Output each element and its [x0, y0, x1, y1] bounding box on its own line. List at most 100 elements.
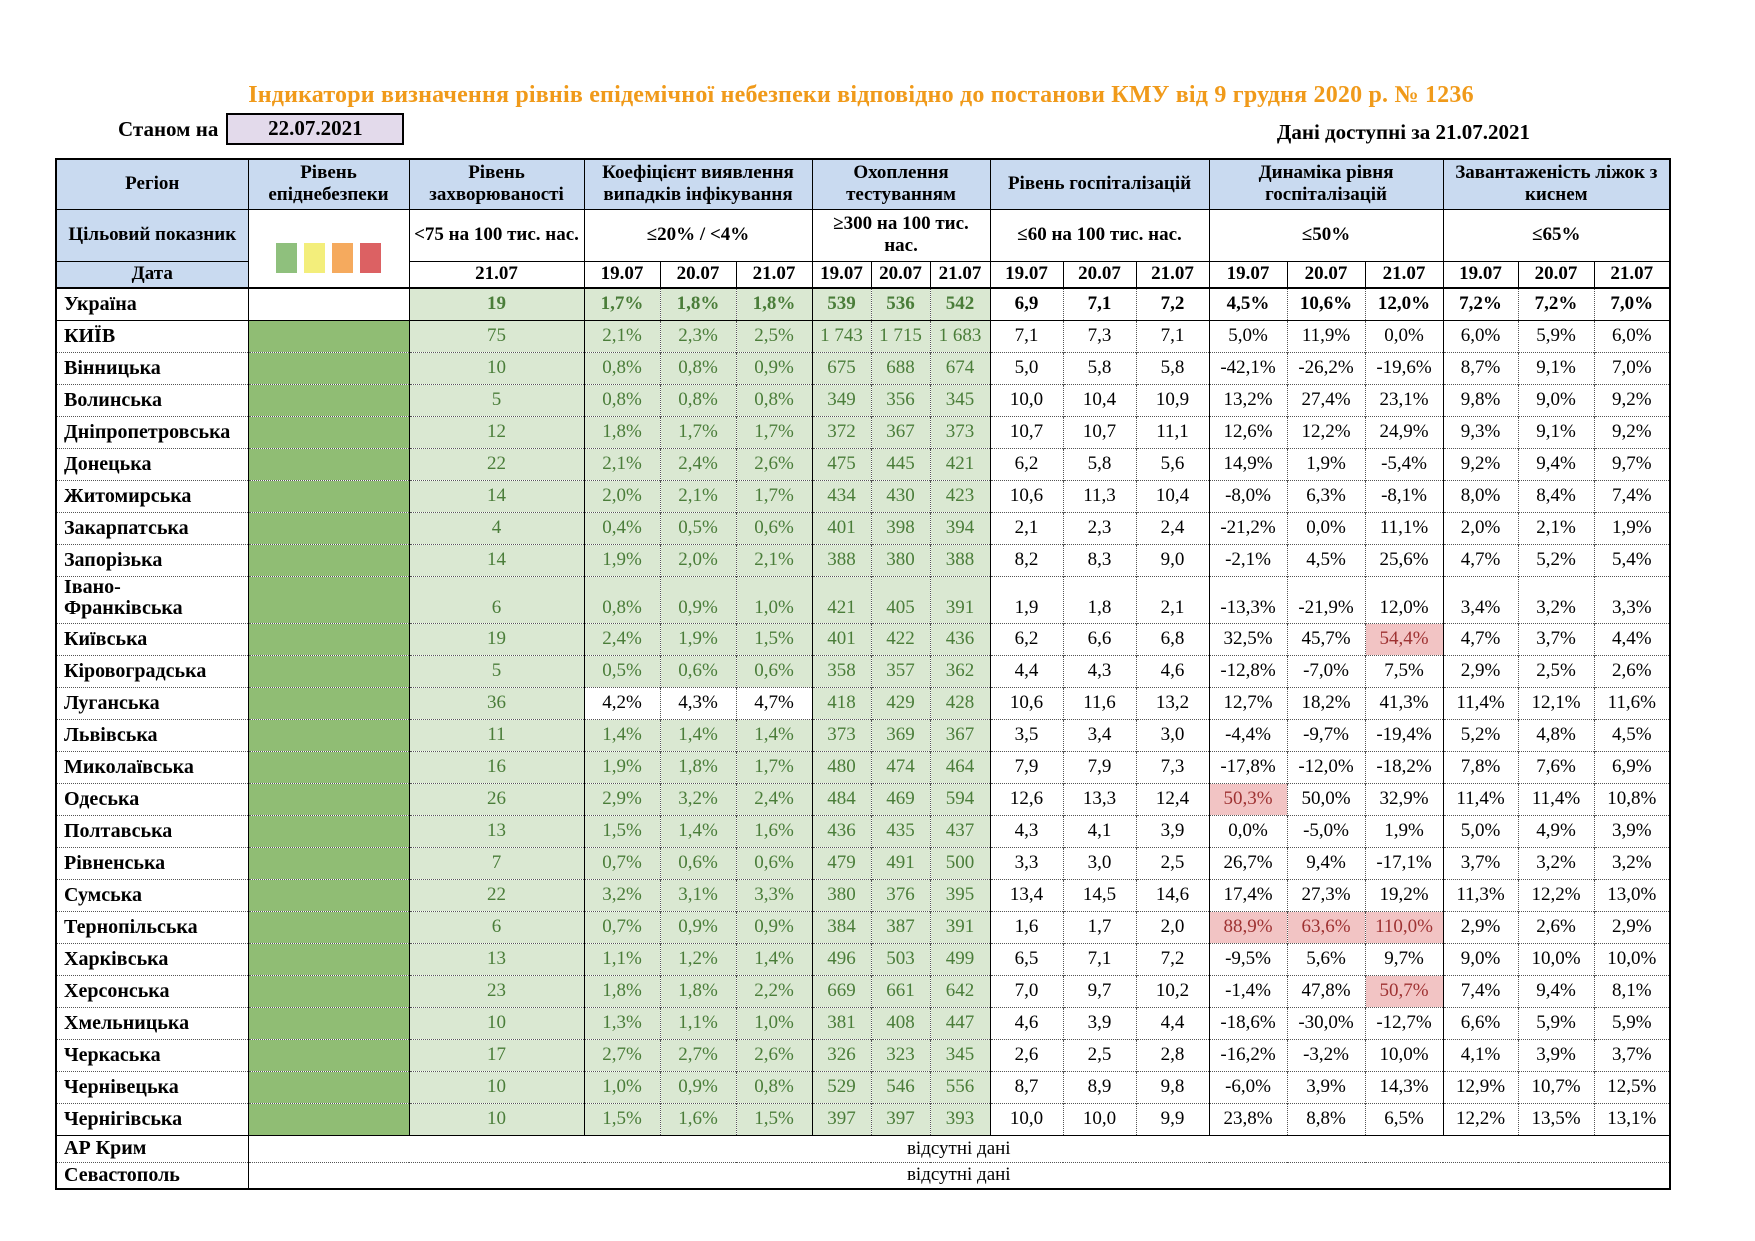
epidemic-level-cell: [247, 942, 409, 975]
hospitalization-dynamics-cell: -12,0%: [1286, 750, 1366, 783]
testing-coverage-cell: 496: [811, 942, 872, 975]
hospitalization-dynamics-cell: 18,2%: [1286, 686, 1366, 719]
detection-coef-cell: 0,8%: [659, 351, 736, 384]
oxygen-beds-cell: 4,1%: [1442, 1038, 1519, 1071]
hospitalization-dynamics-cell: 54,4%: [1364, 622, 1444, 655]
hospitalization-dynamics-cell: 11,9%: [1286, 319, 1366, 352]
detection-coef-cell: 4,2%: [583, 686, 660, 719]
hospitalization-dynamics-cell: -7,0%: [1286, 654, 1366, 687]
oxygen-beds-cell: 12,9%: [1442, 1070, 1519, 1103]
region-cell: Волинська: [55, 383, 248, 416]
hospitalization-dynamics-cell: -5,4%: [1364, 447, 1444, 480]
detection-coef-cell: 3,2%: [583, 878, 660, 911]
table-row: Севастополь відсутні дані: [55, 1161, 1671, 1189]
hospitalization-level-cell: 8,7: [989, 1070, 1064, 1103]
oxygen-beds-cell: 11,4%: [1517, 782, 1595, 815]
detection-coef-cell: 2,3%: [659, 319, 736, 352]
testing-coverage-cell: 447: [929, 1006, 991, 1039]
detection-coef-cell: 1,4%: [659, 814, 736, 847]
hospitalization-dynamics-cell: 88,9%: [1208, 910, 1288, 943]
oxygen-beds-cell: 9,3%: [1442, 415, 1519, 448]
hospitalization-level-cell: 3,0: [1135, 718, 1210, 751]
table-row: Волинська 5 0,8% 0,8% 0,8% 349 356 345 10,0 10,4 1…: [55, 383, 1671, 416]
testing-coverage-cell: 669: [811, 974, 872, 1007]
oxygen-beds-cell: 2,6%: [1517, 910, 1595, 943]
detection-coef-cell: 2,1%: [583, 447, 660, 480]
detection-coef-cell: 1,8%: [659, 974, 736, 1007]
detection-coef-cell: 1,6%: [735, 814, 813, 847]
table-row: Чернівецька 10 1,0% 0,9% 0,8% 529 546 556 8,7 8,9…: [55, 1070, 1671, 1103]
testing-coverage-cell: 474: [870, 750, 931, 783]
hospitalization-level-cell: 2,5: [1062, 1038, 1137, 1071]
morbidity-cell: 4: [408, 511, 584, 544]
testing-coverage-cell: 491: [870, 846, 931, 879]
oxygen-beds-cell: 11,6%: [1593, 686, 1671, 719]
date-row-label: Дата: [55, 260, 249, 289]
epidemic-level-cell: [247, 1102, 409, 1135]
detection-coef-cell: 2,4%: [583, 622, 660, 655]
morbidity-cell: 6: [408, 910, 584, 943]
testing-coverage-cell: 503: [870, 942, 931, 975]
hospitalization-dynamics-cell: -13,3%: [1208, 575, 1288, 623]
morbidity-cell: 14: [408, 479, 584, 512]
testing-coverage-cell: 688: [870, 351, 931, 384]
detection-coef-cell: 1,1%: [659, 1006, 736, 1039]
testing-coverage-cell: 387: [870, 910, 931, 943]
hospitalization-dynamics-cell: 25,6%: [1364, 543, 1444, 576]
testing-coverage-cell: 384: [811, 910, 872, 943]
morbidity-cell: 19: [408, 622, 584, 655]
col-header-epid-level: Рівень епіднебезпеки: [247, 158, 410, 210]
region-cell: Полтавська: [55, 814, 248, 847]
date-cell: 19.07: [1442, 260, 1519, 289]
oxygen-beds-cell: 1,9%: [1593, 511, 1671, 544]
morbidity-cell: 26: [408, 782, 584, 815]
hospitalization-level-cell: 5,8: [1135, 351, 1210, 384]
hospitalization-level-cell: 6,2: [989, 622, 1064, 655]
testing-coverage-cell: 546: [870, 1070, 931, 1103]
region-cell: АР Крим: [55, 1134, 248, 1162]
hospitalization-level-cell: 2,1: [1135, 575, 1210, 623]
oxygen-beds-cell: 8,0%: [1442, 479, 1519, 512]
morbidity-cell: 10: [408, 1006, 584, 1039]
oxygen-beds-cell: 5,4%: [1593, 543, 1671, 576]
morbidity-cell: 13: [408, 942, 584, 975]
epidemic-level-cell: [247, 287, 409, 320]
testing-coverage-cell: 395: [929, 878, 991, 911]
testing-coverage-cell: 373: [811, 718, 872, 751]
hospitalization-dynamics-cell: 13,2%: [1208, 383, 1288, 416]
hospitalization-level-cell: 6,9: [989, 287, 1064, 320]
hospitalization-dynamics-cell: 10,0%: [1364, 1038, 1444, 1071]
oxygen-beds-cell: 6,0%: [1442, 319, 1519, 352]
detection-coef-cell: 1,0%: [735, 575, 813, 623]
region-cell: Івано- Франківська: [55, 575, 248, 623]
hospitalization-dynamics-cell: -1,4%: [1208, 974, 1288, 1007]
detection-coef-cell: 2,9%: [583, 782, 660, 815]
testing-coverage-cell: 405: [870, 575, 931, 623]
testing-coverage-cell: 675: [811, 351, 872, 384]
hospitalization-level-cell: 10,6: [989, 479, 1064, 512]
hospitalization-level-cell: 10,4: [1135, 479, 1210, 512]
detection-coef-cell: 1,8%: [735, 287, 813, 320]
detection-coef-cell: 1,0%: [735, 1006, 813, 1039]
hospitalization-level-cell: 12,6: [989, 782, 1064, 815]
epidemic-level-cell: [247, 974, 409, 1007]
hospitalization-dynamics-cell: -17,8%: [1208, 750, 1288, 783]
hospitalization-dynamics-cell: -3,2%: [1286, 1038, 1366, 1071]
oxygen-beds-cell: 9,1%: [1517, 415, 1595, 448]
testing-coverage-cell: 356: [870, 383, 931, 416]
testing-coverage-cell: 401: [811, 511, 872, 544]
oxygen-beds-cell: 4,7%: [1442, 543, 1519, 576]
detection-coef-cell: 0,9%: [659, 575, 736, 623]
region-cell: КИЇВ: [55, 319, 248, 352]
detection-coef-cell: 0,8%: [583, 351, 660, 384]
hospitalization-dynamics-cell: -8,1%: [1364, 479, 1444, 512]
date-cell: 19.07: [583, 260, 661, 289]
risk-level-legend: [247, 208, 410, 289]
detection-coef-cell: 1,5%: [735, 1102, 813, 1135]
testing-coverage-cell: 480: [811, 750, 872, 783]
hospitalization-dynamics-cell: -9,5%: [1208, 942, 1288, 975]
detection-coef-cell: 1,2%: [659, 942, 736, 975]
hospitalization-level-cell: 5,0: [989, 351, 1064, 384]
detection-coef-cell: 0,8%: [583, 575, 660, 623]
detection-coef-cell: 1,5%: [583, 1102, 660, 1135]
